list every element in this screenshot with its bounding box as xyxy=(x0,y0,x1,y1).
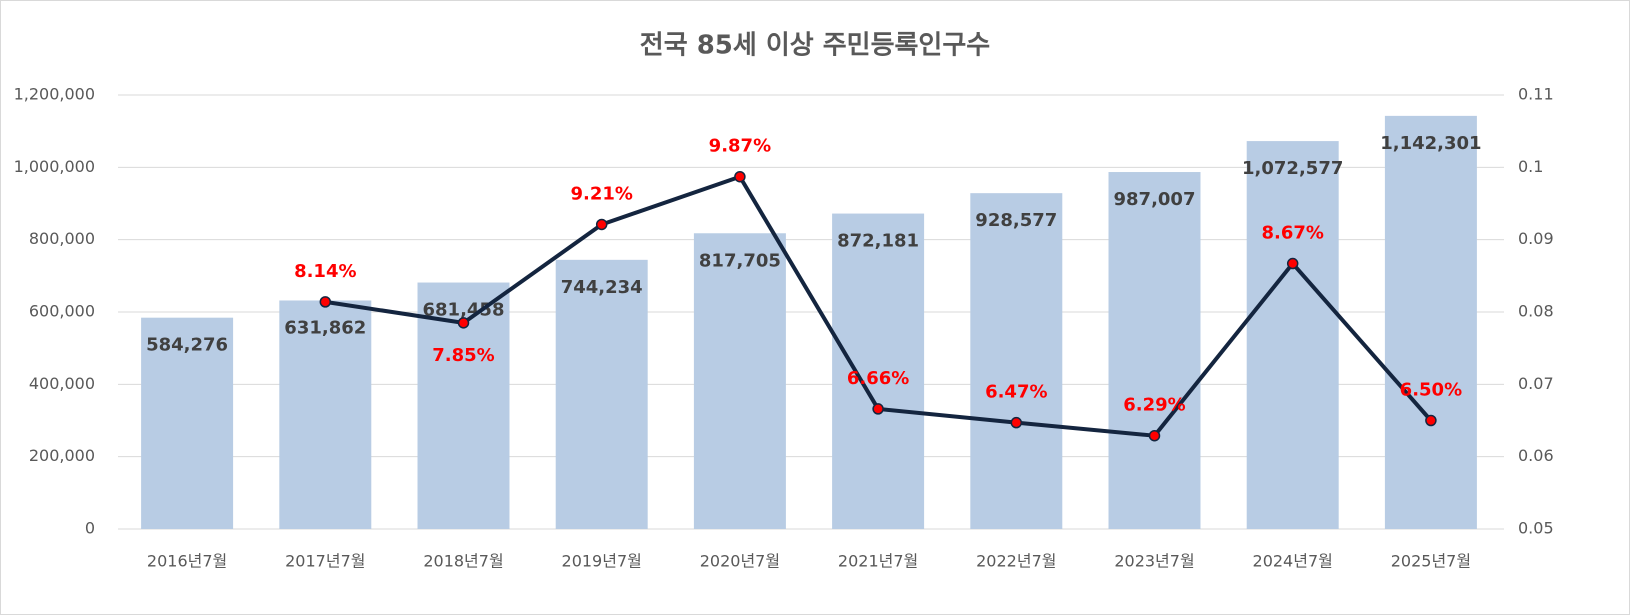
x-tick-label: 2025년7월 xyxy=(1391,552,1471,571)
x-tick-label: 2021년7월 xyxy=(838,552,918,571)
bar xyxy=(279,300,372,529)
bar-value-label: 681,458 xyxy=(423,300,505,321)
line-value-label: 7.85% xyxy=(432,345,494,366)
y-tick-label: 0 xyxy=(85,519,95,538)
bar-value-label: 1,142,301 xyxy=(1380,133,1481,154)
bar-value-label: 817,705 xyxy=(699,250,781,271)
bar-value-label: 1,072,577 xyxy=(1242,158,1343,179)
y2-tick-label: 0.1 xyxy=(1518,157,1543,176)
bar-value-label: 631,862 xyxy=(284,317,366,338)
bar xyxy=(1384,115,1477,530)
x-tick-label: 2017년7월 xyxy=(285,552,365,571)
y-tick-label: 600,000 xyxy=(29,302,95,321)
line-value-label: 6.50% xyxy=(1400,380,1462,401)
line-marker xyxy=(734,170,746,183)
chart-title: 전국 85세 이상 주민등록인구수 xyxy=(640,31,990,61)
line-marker xyxy=(457,317,470,329)
line-value-label: 9.21% xyxy=(570,183,632,204)
line-value-label: 8.67% xyxy=(1261,223,1323,244)
bar-value-label: 872,181 xyxy=(837,231,919,252)
bar xyxy=(141,317,234,529)
line-value-label: 6.47% xyxy=(985,382,1047,403)
x-tick-label: 2016년7월 xyxy=(147,552,227,571)
bar-value-label: 928,577 xyxy=(975,210,1057,231)
bar xyxy=(693,233,786,529)
y-tick-label: 200,000 xyxy=(29,446,95,465)
y-tick-label: 1,200,000 xyxy=(14,85,95,104)
y2-tick-label: 0.11 xyxy=(1518,85,1554,104)
bar xyxy=(832,213,925,529)
line-value-label: 8.14% xyxy=(294,261,356,282)
line-marker xyxy=(319,296,332,308)
bar xyxy=(1246,141,1339,529)
x-tick-label: 2024년7월 xyxy=(1253,552,1333,571)
x-tick-label: 2018년7월 xyxy=(423,552,503,571)
y2-tick-label: 0.08 xyxy=(1518,302,1554,321)
y-tick-label: 800,000 xyxy=(29,229,95,248)
bar xyxy=(1108,172,1201,529)
line-marker xyxy=(1286,257,1299,270)
y2-tick-label: 0.07 xyxy=(1518,374,1554,393)
y-tick-label: 1,000,000 xyxy=(14,157,95,176)
line-marker xyxy=(872,403,884,415)
line-value-label: 9.87% xyxy=(709,136,771,157)
y-tick-label: 400,000 xyxy=(29,374,95,393)
bar-value-label: 987,007 xyxy=(1114,189,1196,210)
y2-tick-label: 0.09 xyxy=(1518,229,1554,248)
x-tick-label: 2023년7월 xyxy=(1114,552,1194,571)
x-tick-label: 2020년7월 xyxy=(700,552,780,571)
y2-tick-label: 0.06 xyxy=(1518,446,1554,465)
bar-value-label: 744,234 xyxy=(561,277,643,298)
bar xyxy=(555,259,648,529)
line-marker xyxy=(595,218,608,231)
line-marker xyxy=(1010,416,1023,429)
bar-value-label: 584,276 xyxy=(146,335,228,356)
x-tick-label: 2022년7월 xyxy=(976,552,1056,571)
line-value-label: 6.66% xyxy=(847,368,909,389)
y2-tick-label: 0.05 xyxy=(1518,519,1554,538)
line-value-label: 6.29% xyxy=(1123,395,1185,416)
x-tick-label: 2019년7월 xyxy=(562,552,642,571)
bar xyxy=(970,193,1063,529)
line-marker xyxy=(1425,414,1437,427)
line-marker xyxy=(1148,429,1161,442)
